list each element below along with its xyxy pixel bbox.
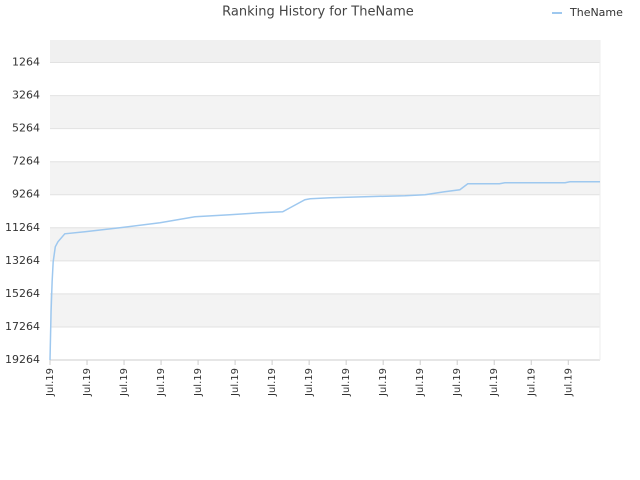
x-tick-label: Jul.19 bbox=[45, 368, 56, 397]
y-tick-label: 5264 bbox=[12, 122, 40, 135]
x-tick-label: Jul.19 bbox=[156, 368, 167, 397]
band bbox=[50, 227, 600, 261]
band bbox=[50, 95, 600, 129]
y-tick-label: 3264 bbox=[12, 89, 40, 102]
x-tick-label: Jul.19 bbox=[563, 368, 574, 397]
y-tick-label: 13264 bbox=[5, 254, 40, 267]
x-tick-label: Jul.19 bbox=[119, 368, 130, 397]
y-tick-label: 9264 bbox=[12, 188, 40, 201]
y-tick-label: 19264 bbox=[5, 353, 40, 366]
x-tick-label: Jul.19 bbox=[415, 368, 426, 397]
legend-label: TheName bbox=[569, 6, 623, 19]
y-tick-label: 11264 bbox=[5, 221, 40, 234]
y-tick-label: 7264 bbox=[12, 155, 40, 168]
x-tick-label: Jul.19 bbox=[341, 368, 352, 397]
y-tick-label: 17264 bbox=[5, 320, 40, 333]
y-tick-label: 15264 bbox=[5, 287, 40, 300]
x-tick-label: Jul.19 bbox=[304, 368, 315, 397]
band bbox=[50, 40, 600, 63]
x-tick-label: Jul.19 bbox=[267, 368, 278, 397]
x-tick-label: Jul.19 bbox=[452, 368, 463, 397]
x-tick-label: Jul.19 bbox=[526, 368, 537, 397]
chart-title: Ranking History for TheName bbox=[222, 5, 414, 20]
band bbox=[50, 161, 600, 195]
x-tick-label: Jul.19 bbox=[230, 368, 241, 397]
x-tick-label: Jul.19 bbox=[82, 368, 93, 397]
band bbox=[50, 293, 600, 327]
x-tick-label: Jul.19 bbox=[378, 368, 389, 397]
x-tick-label: Jul.19 bbox=[193, 368, 204, 397]
y-tick-label: 1264 bbox=[12, 56, 40, 69]
series-line bbox=[49, 180, 600, 361]
x-tick-label: Jul.19 bbox=[489, 368, 500, 397]
